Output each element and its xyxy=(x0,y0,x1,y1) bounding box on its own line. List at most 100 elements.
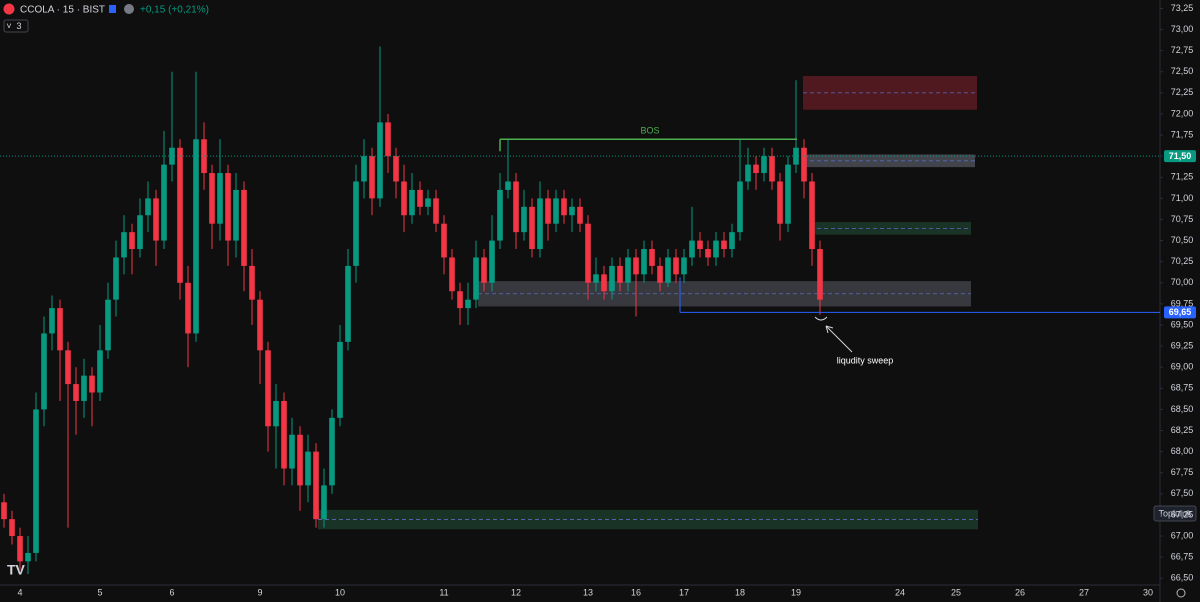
candle-body xyxy=(177,147,183,283)
candle-body xyxy=(641,249,647,275)
candle-body xyxy=(137,215,143,250)
y-tick-label: 73,00 xyxy=(1171,24,1194,34)
candle-body xyxy=(217,173,223,224)
y-tick-label: 68,25 xyxy=(1171,425,1194,435)
candle-body xyxy=(665,257,671,283)
candle-body xyxy=(257,299,263,351)
candle-body xyxy=(377,122,383,199)
candle-body xyxy=(545,198,551,224)
y-tick-label: 71,25 xyxy=(1171,172,1194,182)
y-tick-label: 71,00 xyxy=(1171,193,1194,203)
y-tick-label: 70,75 xyxy=(1171,214,1194,224)
candle-body xyxy=(25,552,31,562)
y-tick-label: 69,25 xyxy=(1171,340,1194,350)
price-tag-label: 69,65 xyxy=(1169,307,1192,317)
x-tick-label: 5 xyxy=(97,587,102,597)
flag-icon[interactable] xyxy=(109,5,116,13)
y-tick-label: 68,75 xyxy=(1171,383,1194,393)
tv-logo: TV xyxy=(7,562,26,578)
candle-body xyxy=(481,257,487,283)
x-tick-label: 19 xyxy=(791,587,801,597)
candle-body xyxy=(89,375,95,393)
candle-body xyxy=(761,156,767,174)
candle-body xyxy=(457,291,463,309)
candle-body xyxy=(161,164,167,241)
candle-body xyxy=(649,249,655,266)
candle-body xyxy=(713,240,719,258)
candle-body xyxy=(737,181,743,233)
candle-body xyxy=(281,400,287,469)
indicator-toggle[interactable] xyxy=(3,19,29,33)
x-tick-label: 16 xyxy=(631,587,641,597)
candle-body xyxy=(185,282,191,334)
candle-body xyxy=(529,206,535,250)
candle-body xyxy=(353,181,359,266)
y-tick-label: 67,25 xyxy=(1171,509,1194,519)
candle-body xyxy=(97,350,103,393)
candle-body xyxy=(385,122,391,157)
candle-body xyxy=(681,257,687,275)
candle-body xyxy=(513,181,519,233)
y-tick-label: 72,50 xyxy=(1171,66,1194,76)
candle-body xyxy=(241,189,247,266)
candle-body xyxy=(585,223,591,283)
candle-body xyxy=(121,232,127,258)
candle-body xyxy=(497,189,503,241)
symbol-icon xyxy=(3,3,15,15)
candle-body xyxy=(401,181,407,216)
y-tick-label: 73,25 xyxy=(1171,3,1194,13)
candle-body xyxy=(561,198,567,216)
x-tick-label: 26 xyxy=(1015,587,1025,597)
candle-body xyxy=(81,375,87,401)
candle-body xyxy=(297,434,303,486)
candle-body xyxy=(1,502,7,520)
candle-body xyxy=(465,299,471,309)
candle-body xyxy=(441,223,447,258)
y-tick-label: 69,75 xyxy=(1171,298,1194,308)
sweep-arrow xyxy=(825,325,853,353)
price-tag-label: 71,50 xyxy=(1169,151,1192,161)
y-tick-label: 71,75 xyxy=(1171,129,1194,139)
y-tick-label: 69,50 xyxy=(1171,319,1194,329)
candle-body xyxy=(345,265,351,342)
x-tick-label: 17 xyxy=(679,587,689,597)
settings-icon[interactable] xyxy=(1176,588,1186,598)
candle-body xyxy=(153,198,159,241)
candle-body xyxy=(753,164,759,174)
candle-body xyxy=(745,164,751,182)
candle-body xyxy=(265,350,271,427)
candle-body xyxy=(601,274,607,292)
x-tick-label: 30 xyxy=(1143,587,1153,597)
x-tick-label: 9 xyxy=(257,587,262,597)
candle-body xyxy=(145,198,151,216)
candle-body xyxy=(553,198,559,224)
collapse-button[interactable] xyxy=(124,4,134,14)
candle-body xyxy=(449,257,455,292)
x-tick-label: 11 xyxy=(439,587,448,597)
candle-body xyxy=(313,451,319,520)
candle-body xyxy=(73,384,79,401)
sweep-arrowhead xyxy=(825,325,834,334)
candle-body xyxy=(521,206,527,233)
candle-body xyxy=(193,139,199,334)
x-tick-label: 18 xyxy=(735,587,745,597)
x-tick-label: 12 xyxy=(511,587,521,597)
y-tick-label: 67,50 xyxy=(1171,488,1194,498)
candle-body xyxy=(249,265,255,300)
y-tick-label: 66,75 xyxy=(1171,552,1194,562)
y-tick-label: 70,50 xyxy=(1171,235,1194,245)
candle-body xyxy=(537,198,543,250)
community-button[interactable] xyxy=(1153,505,1197,522)
header: CCOLA · 15 · BIST +0,15 (+0,21%) 3 ˅ xyxy=(3,3,209,33)
y-tick-label: 68,00 xyxy=(1171,446,1194,456)
candle-body xyxy=(433,198,439,224)
candle-body xyxy=(625,257,631,283)
sweep-arc xyxy=(814,316,828,321)
candle-body xyxy=(233,189,239,241)
candle-body xyxy=(617,265,623,283)
candle-body xyxy=(785,164,791,224)
y-tick-label: 66,50 xyxy=(1171,573,1194,583)
bos-label: BOS xyxy=(640,126,659,136)
community-label: Topluluk xyxy=(1158,508,1192,518)
